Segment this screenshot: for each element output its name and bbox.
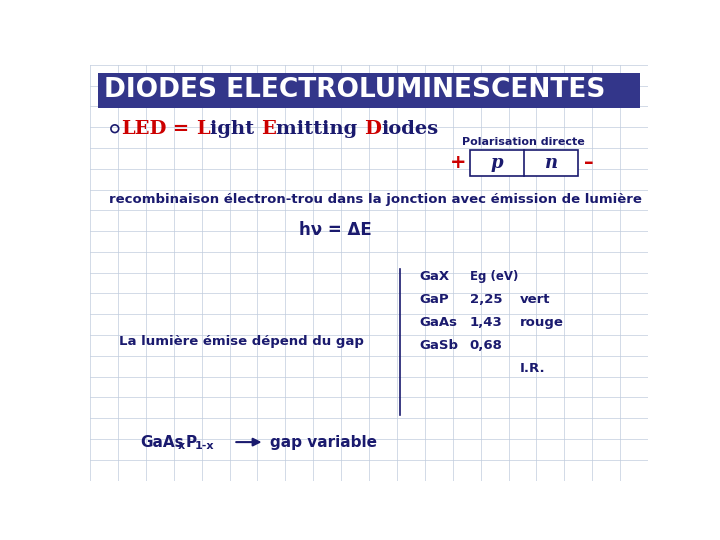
Text: Polarisation directe: Polarisation directe (462, 137, 585, 147)
Text: 0,68: 0,68 (469, 339, 503, 353)
Text: GaAs: GaAs (140, 435, 184, 450)
Text: =: = (166, 120, 197, 138)
Text: 2,25: 2,25 (469, 293, 503, 306)
Text: +: + (450, 153, 467, 172)
Text: E: E (261, 120, 276, 138)
Text: iodes: iodes (381, 120, 438, 138)
Text: x: x (178, 441, 185, 451)
Text: gap variable: gap variable (270, 435, 377, 450)
Text: Eg (eV): Eg (eV) (469, 270, 518, 283)
Text: L: L (197, 120, 210, 138)
Text: 1,43: 1,43 (469, 316, 503, 329)
Text: LED: LED (121, 120, 166, 138)
Bar (469, 150, 578, 176)
Bar (98, 72, 640, 108)
Text: GaSb: GaSb (419, 339, 459, 353)
Text: n: n (544, 153, 558, 172)
Text: P: P (185, 435, 197, 450)
Text: –: – (583, 153, 593, 172)
Text: La lumière émise dépend du gap: La lumière émise dépend du gap (119, 335, 364, 348)
Text: DIODES ELECTROLUMINESCENTES: DIODES ELECTROLUMINESCENTES (104, 77, 606, 103)
Text: mitting: mitting (276, 120, 364, 138)
Text: vert: vert (520, 293, 551, 306)
Text: ight: ight (210, 120, 261, 138)
Text: GaX: GaX (419, 270, 449, 283)
Text: hν = ΔE: hν = ΔE (300, 221, 372, 239)
Text: GaP: GaP (419, 293, 449, 306)
Text: 1-x: 1-x (194, 441, 214, 451)
Text: D: D (364, 120, 381, 138)
Text: p: p (490, 153, 503, 172)
Text: rouge: rouge (520, 316, 564, 329)
Text: recombinaison électron-trou dans la jonction avec émission de lumière: recombinaison électron-trou dans la jonc… (109, 193, 642, 206)
Text: GaAs: GaAs (419, 316, 457, 329)
Text: I.R.: I.R. (520, 362, 546, 375)
